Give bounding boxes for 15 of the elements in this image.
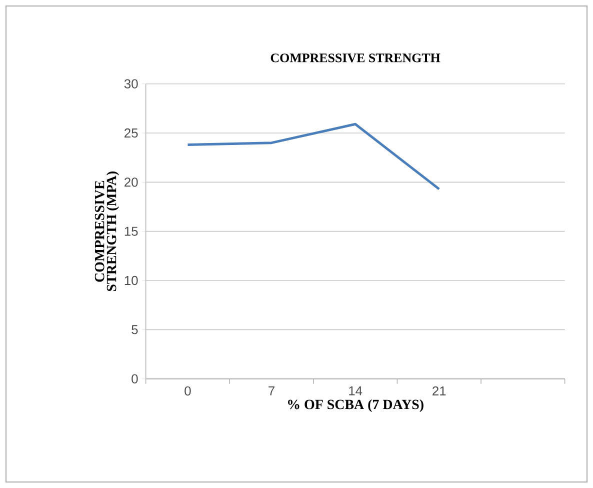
y-tick-label: 25 (124, 128, 138, 138)
line-series (186, 122, 440, 190)
x-tick-label: 0 (184, 386, 191, 396)
y-tick-label: 15 (124, 226, 138, 236)
y-tick-label: 20 (124, 178, 138, 187)
y-tick-label: 5 (132, 325, 138, 334)
y-tick-label: 0 (132, 374, 138, 384)
y-tick-label: 30 (124, 79, 138, 88)
x-tick-label: 21 (432, 386, 446, 396)
x-axis-title: % OF SCBA (7 DAYS) (288, 399, 424, 412)
y-tick-label: 10 (124, 276, 138, 286)
chart-title: COMPRESSIVE STRENGTH (270, 54, 440, 62)
y-axis-title: COMPRESSIVE STRENGTH (MPA) (94, 172, 120, 292)
x-tick-label: 7 (268, 386, 274, 396)
x-tick-label: 14 (349, 386, 362, 396)
